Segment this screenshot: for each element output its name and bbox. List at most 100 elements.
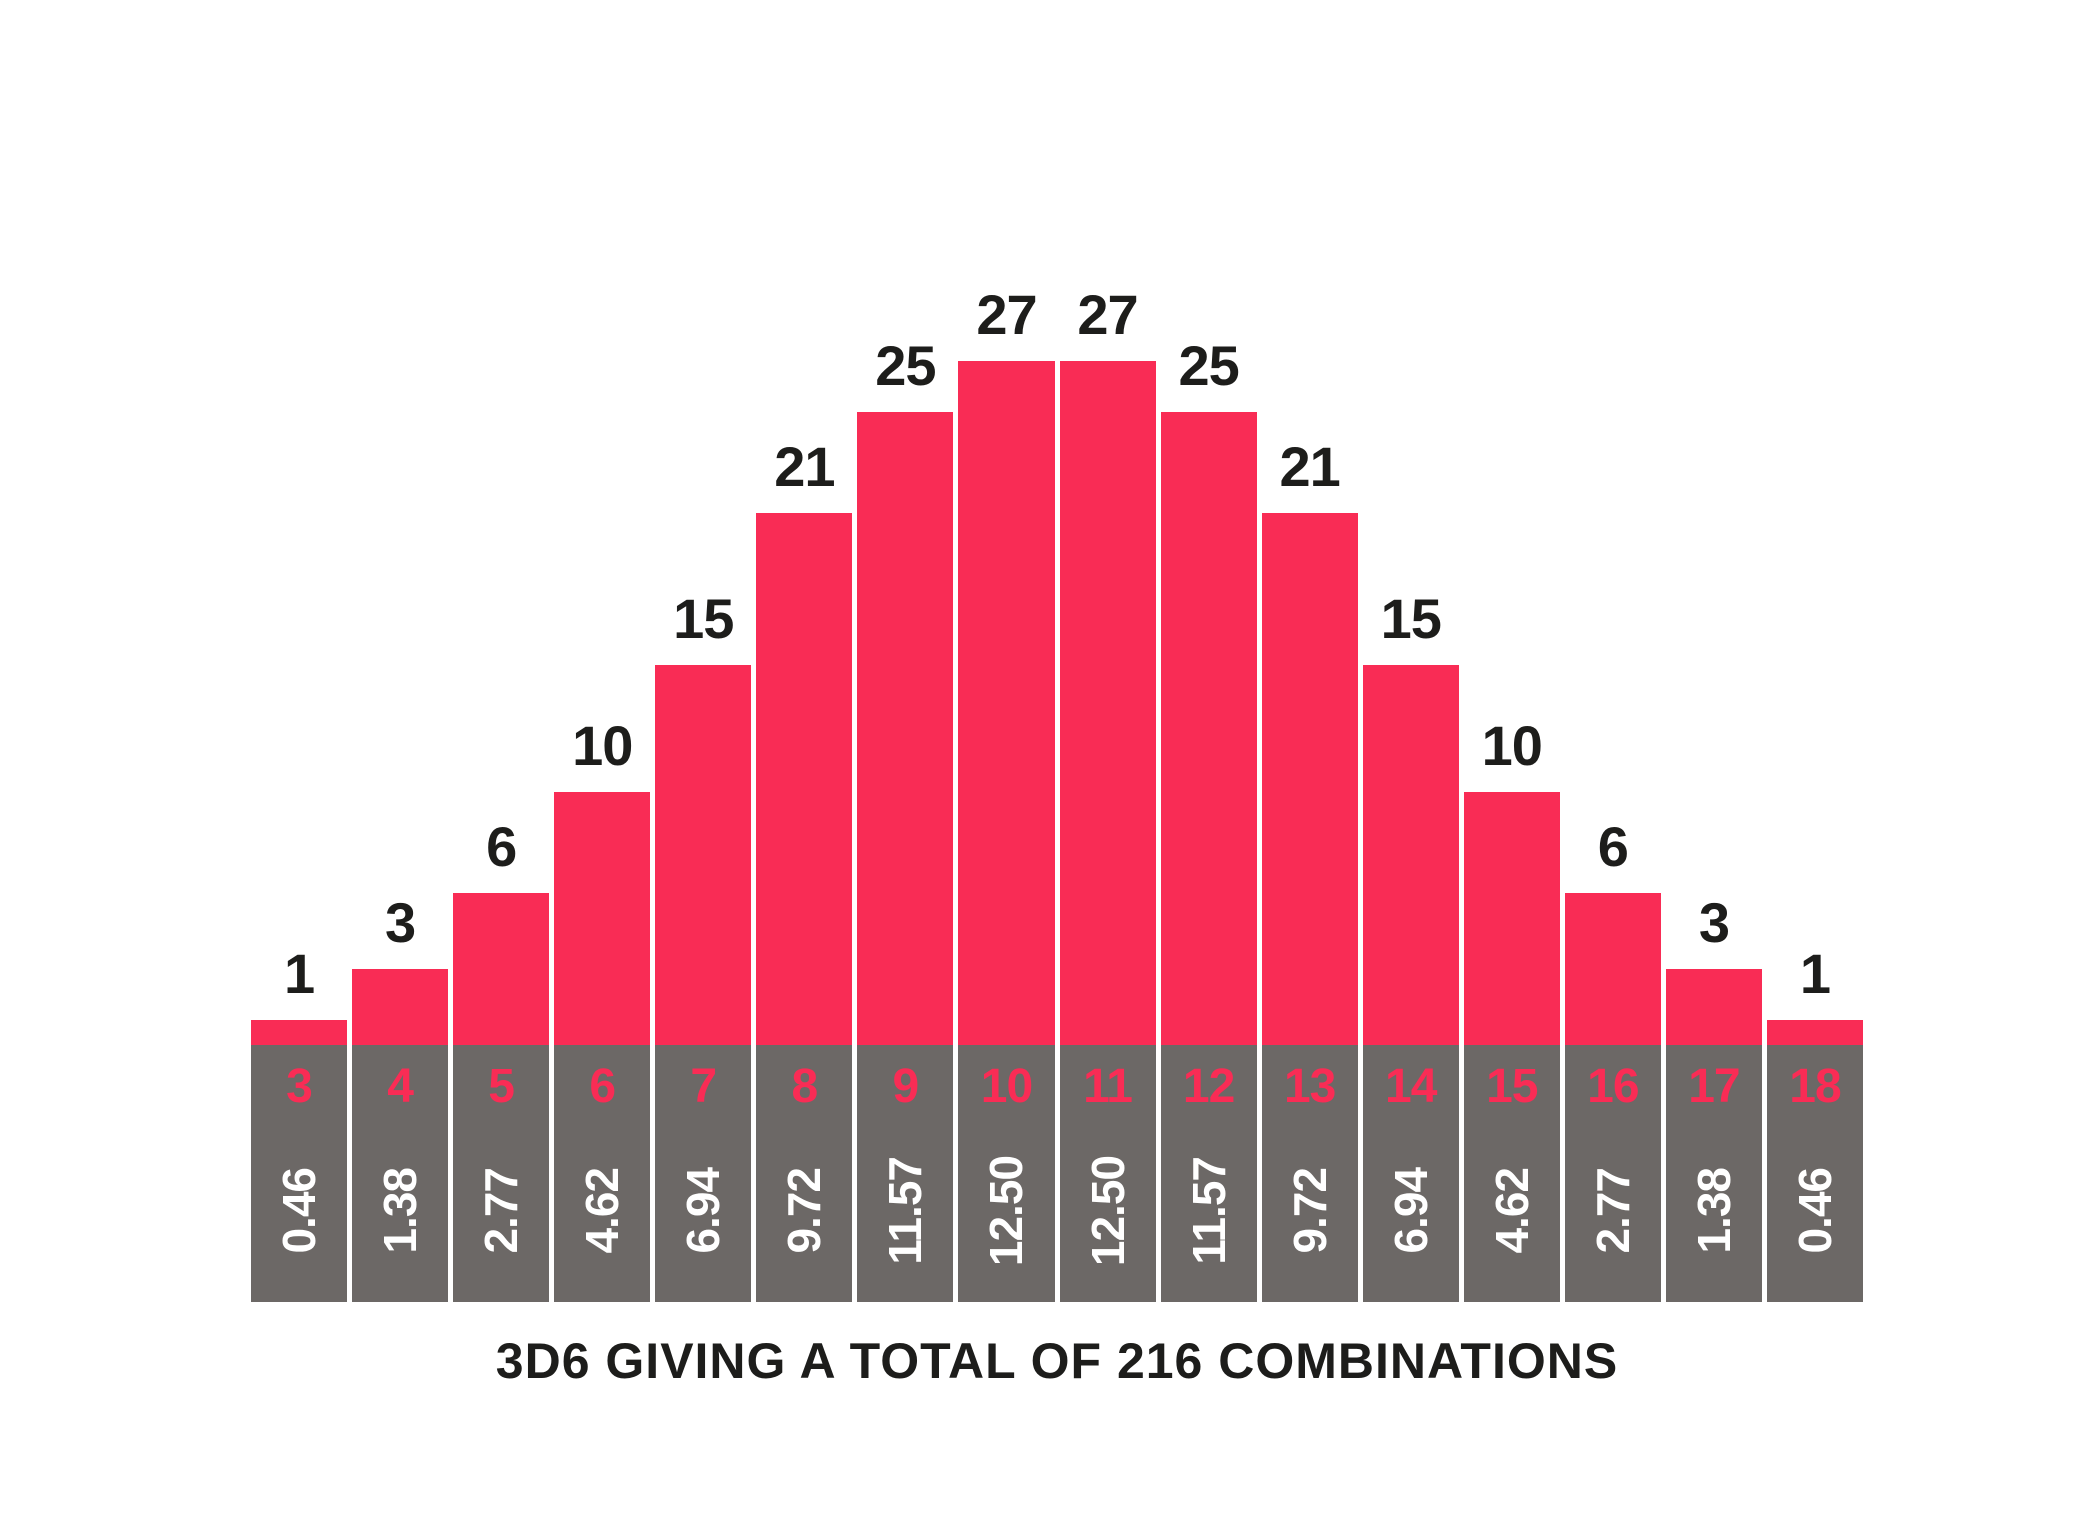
- bar-column: 1 18 0.46: [1766, 0, 1863, 1302]
- percent-label: 12.50: [980, 1155, 1033, 1267]
- percent-label-wrap: 2.77: [1565, 1114, 1661, 1302]
- bar-value-label: 15: [673, 587, 734, 650]
- bar: [1160, 412, 1257, 1045]
- bar: [352, 969, 449, 1045]
- bar: [1463, 792, 1560, 1045]
- percent-label: 2.77: [475, 1168, 528, 1254]
- total-label: 9: [892, 1060, 920, 1113]
- bar-column: 10 15 4.62: [1463, 0, 1560, 1302]
- bar: [655, 665, 752, 1045]
- axis-cell: 12 11.57: [1160, 1045, 1257, 1302]
- percent-label: 9.72: [1283, 1168, 1336, 1254]
- bar-column: 10 6 4.62: [554, 0, 651, 1302]
- percent-label-wrap: 1.38: [352, 1114, 448, 1302]
- bar: [756, 513, 853, 1045]
- bar-column: 15 7 6.94: [655, 0, 752, 1302]
- total-label: 15: [1486, 1060, 1538, 1113]
- bar: [1665, 969, 1762, 1045]
- total-label: 12: [1182, 1060, 1235, 1113]
- bars-row: 1 3 0.46 3 4 1.38 6 5 2.77 10: [251, 0, 1863, 1302]
- bar-value-label: 10: [1481, 714, 1543, 777]
- axis-cell: 16 2.77: [1564, 1045, 1661, 1302]
- axis-cell: 14 6.94: [1362, 1045, 1459, 1302]
- percent-label: 4.62: [1485, 1168, 1538, 1254]
- percent-label: 4.62: [576, 1168, 629, 1254]
- bar-column: 3 4 1.38: [352, 0, 449, 1302]
- bar: [251, 1020, 348, 1045]
- axis-cell: 3 0.46: [251, 1045, 348, 1302]
- axis-cell: 5 2.77: [453, 1045, 550, 1302]
- percent-label-wrap: 0.46: [251, 1114, 347, 1302]
- total-label: 8: [791, 1060, 818, 1113]
- bar-column: 21 8 9.72: [756, 0, 853, 1302]
- bar-column: 21 13 9.72: [1261, 0, 1358, 1302]
- bar-column: 15 14 6.94: [1362, 0, 1459, 1302]
- bar-value-label: 10: [572, 714, 633, 777]
- total-label: 4: [387, 1060, 414, 1113]
- total-label: 11: [1083, 1060, 1133, 1113]
- bar-column: 3 17 1.38: [1665, 0, 1762, 1302]
- bar: [1564, 893, 1661, 1045]
- bar-column: 27 11 12.50: [1059, 0, 1156, 1302]
- percent-label: 11.57: [1182, 1157, 1235, 1265]
- bar: [1261, 513, 1358, 1045]
- percent-label: 9.72: [778, 1168, 831, 1254]
- percent-label-wrap: 11.57: [1161, 1114, 1257, 1302]
- total-label: 3: [286, 1060, 313, 1113]
- percent-label-wrap: 9.72: [756, 1114, 852, 1302]
- total-label: 18: [1789, 1060, 1841, 1113]
- total-label: 16: [1587, 1060, 1639, 1113]
- percent-label: 12.50: [1081, 1155, 1134, 1267]
- percent-label-wrap: 6.94: [655, 1114, 751, 1302]
- total-label: 17: [1688, 1060, 1740, 1113]
- bar-column: 25 12 11.57: [1160, 0, 1257, 1302]
- percent-label: 0.46: [1788, 1168, 1841, 1254]
- bar: [554, 792, 651, 1045]
- bar-column: 6 5 2.77: [453, 0, 550, 1302]
- bar: [857, 412, 954, 1045]
- percent-label: 11.57: [879, 1157, 932, 1265]
- bar-column: 6 16 2.77: [1564, 0, 1661, 1302]
- bar-value-label: 27: [976, 283, 1037, 346]
- bar: [1362, 665, 1459, 1045]
- bar-value-label: 3: [385, 891, 416, 954]
- percent-label: 0.46: [273, 1168, 326, 1254]
- percent-label-wrap: 9.72: [1262, 1114, 1358, 1302]
- percent-label-wrap: 2.77: [453, 1114, 549, 1302]
- percent-label-wrap: 1.38: [1666, 1114, 1762, 1302]
- percent-label-wrap: 12.50: [1060, 1114, 1156, 1302]
- axis-cell: 11 12.50: [1059, 1045, 1156, 1302]
- percent-label-wrap: 4.62: [1464, 1114, 1560, 1302]
- bar-value-label: 3: [1698, 891, 1730, 954]
- bar-column: 25 9 11.57: [857, 0, 954, 1302]
- bar-column: 1 3 0.46: [251, 0, 348, 1302]
- bar-value-label: 15: [1380, 587, 1442, 650]
- percent-label-wrap: 12.50: [958, 1114, 1054, 1302]
- axis-cell: 10 12.50: [958, 1045, 1055, 1302]
- percent-label-wrap: 11.57: [857, 1114, 953, 1302]
- axis-cell: 9 11.57: [857, 1045, 954, 1302]
- bar: [1059, 361, 1156, 1045]
- bar: [1766, 1020, 1863, 1045]
- axis-cell: 18 0.46: [1766, 1045, 1863, 1302]
- total-label: 7: [690, 1060, 717, 1113]
- bar-value-label: 21: [1279, 435, 1341, 498]
- bar-value-label: 6: [486, 815, 517, 878]
- chart-title: 3D6 GIVING A TOTAL OF 216 COMBINATIONS: [495, 1333, 1619, 1389]
- bar: [958, 361, 1055, 1045]
- bar-value-label: 25: [1178, 334, 1239, 397]
- bar: [453, 893, 550, 1045]
- percent-label: 6.94: [1384, 1168, 1437, 1254]
- bar-value-label: 1: [1799, 942, 1831, 1005]
- bar-value-label: 1: [283, 942, 315, 1005]
- axis-cell: 17 1.38: [1665, 1045, 1762, 1302]
- total-label: 13: [1283, 1060, 1336, 1113]
- bar-value-label: 27: [1077, 283, 1138, 346]
- bar-value-label: 6: [1597, 815, 1629, 878]
- axis-cell: 7 6.94: [655, 1045, 752, 1302]
- axis-cell: 8 9.72: [756, 1045, 853, 1302]
- bar-column: 27 10 12.50: [958, 0, 1055, 1302]
- percent-label-wrap: 6.94: [1363, 1114, 1459, 1302]
- percent-label: 1.38: [374, 1168, 427, 1254]
